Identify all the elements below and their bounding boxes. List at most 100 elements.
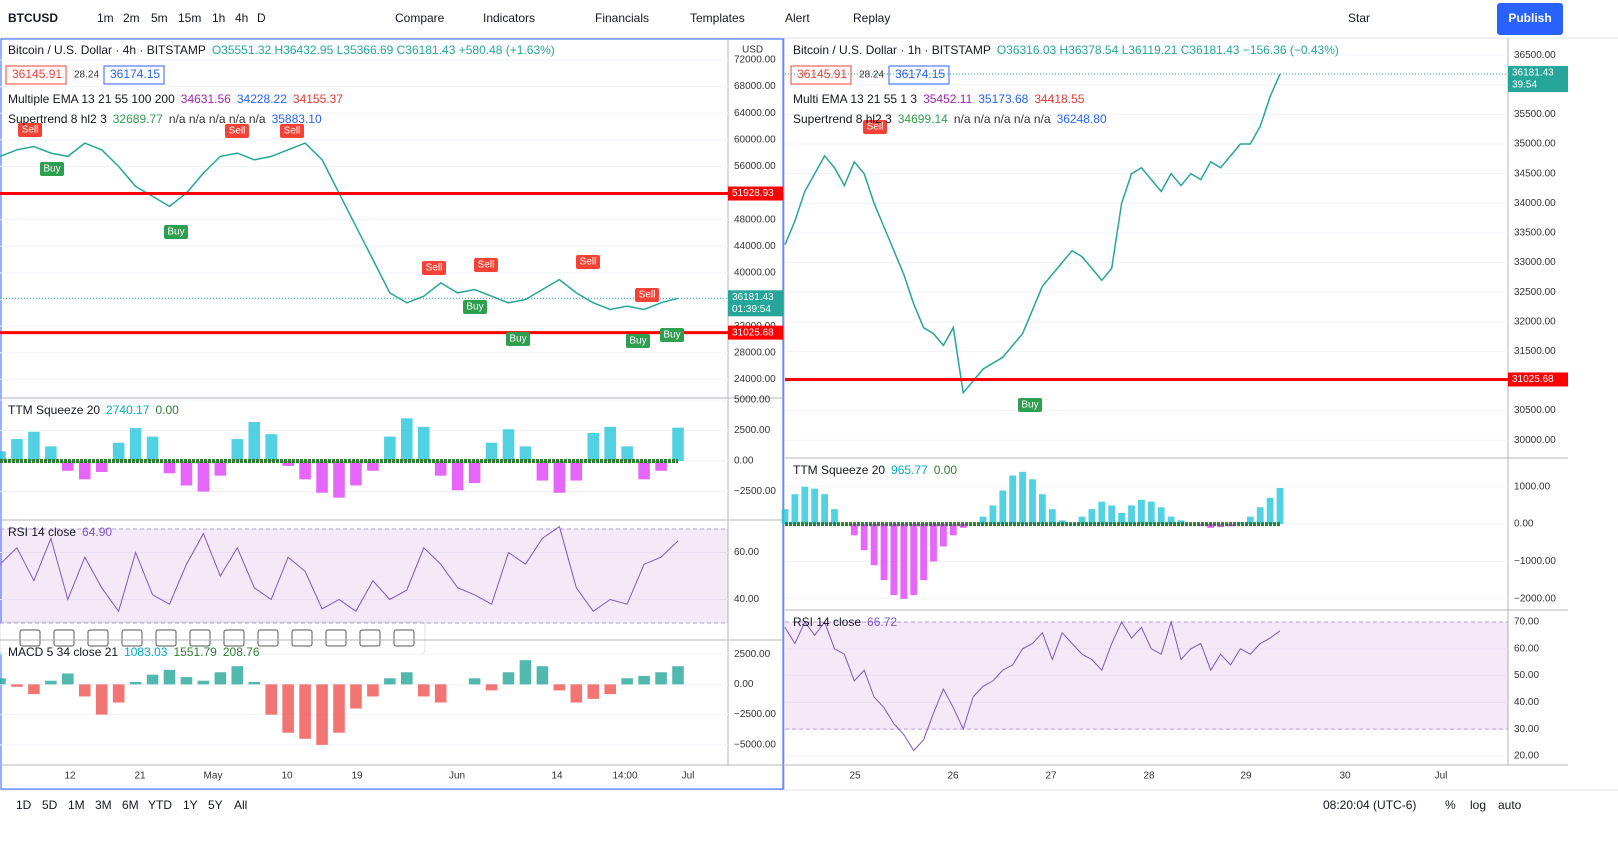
interval[interactable]: 1m [97,11,114,25]
y-tick-label: 40000.00 [734,268,776,279]
ttm-bar [1098,501,1106,525]
drawing-tool[interactable] [291,629,313,647]
drawing-tool[interactable] [121,629,143,647]
signal-label: Sell [639,290,656,301]
level-tag [728,186,783,201]
ttm-bar [811,488,819,525]
drawing-tool[interactable] [19,629,41,647]
y-tick-label: 0.00 [734,679,754,690]
signal-label: Sell [284,126,301,137]
range-button[interactable]: 5Y [208,798,223,812]
toolbar-button[interactable]: Templates [690,11,745,25]
drawing-tool[interactable] [189,629,211,647]
interval[interactable]: 4h [235,11,248,25]
macd-bar [11,684,23,687]
ttm-bar [999,490,1007,525]
ttm-bar [384,436,396,462]
drawing-tool[interactable] [359,629,381,647]
signal-box [626,334,650,348]
ttm-bar [1237,522,1244,525]
range-button[interactable]: 1Y [183,798,198,812]
indicator-name: Supertrend 8 hl2 3 [793,112,892,126]
ttm-bar [112,442,125,462]
time-label: 26 [947,771,959,782]
time-label: 10 [281,771,293,782]
interval[interactable]: 1h [212,11,225,25]
macd-bar [146,674,159,685]
toolbar-button[interactable]: Compare [395,11,445,25]
pane-value: 1551.79 [173,645,217,659]
range-button[interactable]: 5D [42,798,58,812]
drawing-tool[interactable] [87,629,109,647]
indicator-value: 34155.37 [293,92,343,106]
macd-bar [180,677,193,685]
ttm-bar [45,446,57,462]
ttm-bar [146,436,159,462]
interval[interactable]: 15m [178,11,201,25]
range-button[interactable]: All [234,798,247,812]
ttm-bar [468,461,481,483]
ttm-bar [1266,497,1274,525]
drawing-tool[interactable] [155,629,177,647]
range-button[interactable]: 1M [68,798,85,812]
ttm-bar [655,461,667,471]
ttm-bar [197,461,210,492]
pane-value: 965.77 [891,463,928,477]
y-tick-label: 36500.00 [1514,50,1556,61]
range-button[interactable]: 1D [16,798,32,812]
log-toggle[interactable]: log [1470,798,1486,812]
range-button[interactable]: 6M [122,798,139,812]
interval[interactable]: 5m [151,11,168,25]
macd-bar [502,672,515,685]
range-button[interactable]: YTD [148,798,172,812]
macd-bar [129,681,142,685]
drawing-tool[interactable] [325,629,347,647]
ttm-bar [570,461,583,481]
macd-bar [112,684,125,703]
interval[interactable]: D [257,11,266,25]
y-tick-label: 44000.00 [734,241,776,252]
drawing-tool[interactable] [53,629,75,647]
macd-bar [45,680,57,685]
bid: 36145.91 [12,67,62,81]
toolbar-button[interactable]: Indicators [483,11,535,25]
level-label: 51928.93 [732,188,774,199]
ttm-bar [553,461,566,493]
star[interactable]: Star [1348,11,1370,25]
time-label: May [204,771,223,782]
toolbar-button[interactable]: Financials [595,11,649,25]
signal-label: Buy [1021,400,1038,411]
toolbar-button[interactable]: Alert [785,11,810,25]
y-tick-label: 50.00 [1514,670,1539,681]
ttm-bar [163,461,176,474]
ttm-bar [0,451,6,462]
symbol[interactable]: BTCUSD [8,11,58,25]
ttm-bar [180,461,193,486]
indicator-value: n/a n/a n/a n/a n/a [954,112,1051,126]
ask-box [888,65,950,85]
time-label: 27 [1045,771,1057,782]
y-tick-label: −2500.00 [734,486,776,497]
range-button[interactable]: 3M [95,798,112,812]
macd-bar [672,666,684,685]
macd-bar [282,684,294,733]
toolbar-button[interactable]: Replay [853,11,890,25]
y-tick-label: 72000.00 [734,55,776,66]
drawing-tool[interactable] [223,629,245,647]
y-tick-label: 60000.00 [734,134,776,145]
publish-button[interactable] [1497,3,1563,35]
drawing-tool[interactable] [393,629,415,647]
publish[interactable]: Publish [1508,11,1551,25]
pane-name: TTM Squeeze 20 [793,463,885,477]
y-tick-label: 5000.00 [734,395,771,406]
ttm-bar [95,461,108,473]
interval[interactable]: 2m [123,11,140,25]
drawing-tool[interactable] [257,629,279,647]
signal-box [506,332,530,346]
currency[interactable]: USD [742,45,763,56]
auto-toggle[interactable]: auto [1498,798,1522,812]
ttm-bar [781,509,789,525]
percent-toggle[interactable]: % [1445,798,1456,812]
